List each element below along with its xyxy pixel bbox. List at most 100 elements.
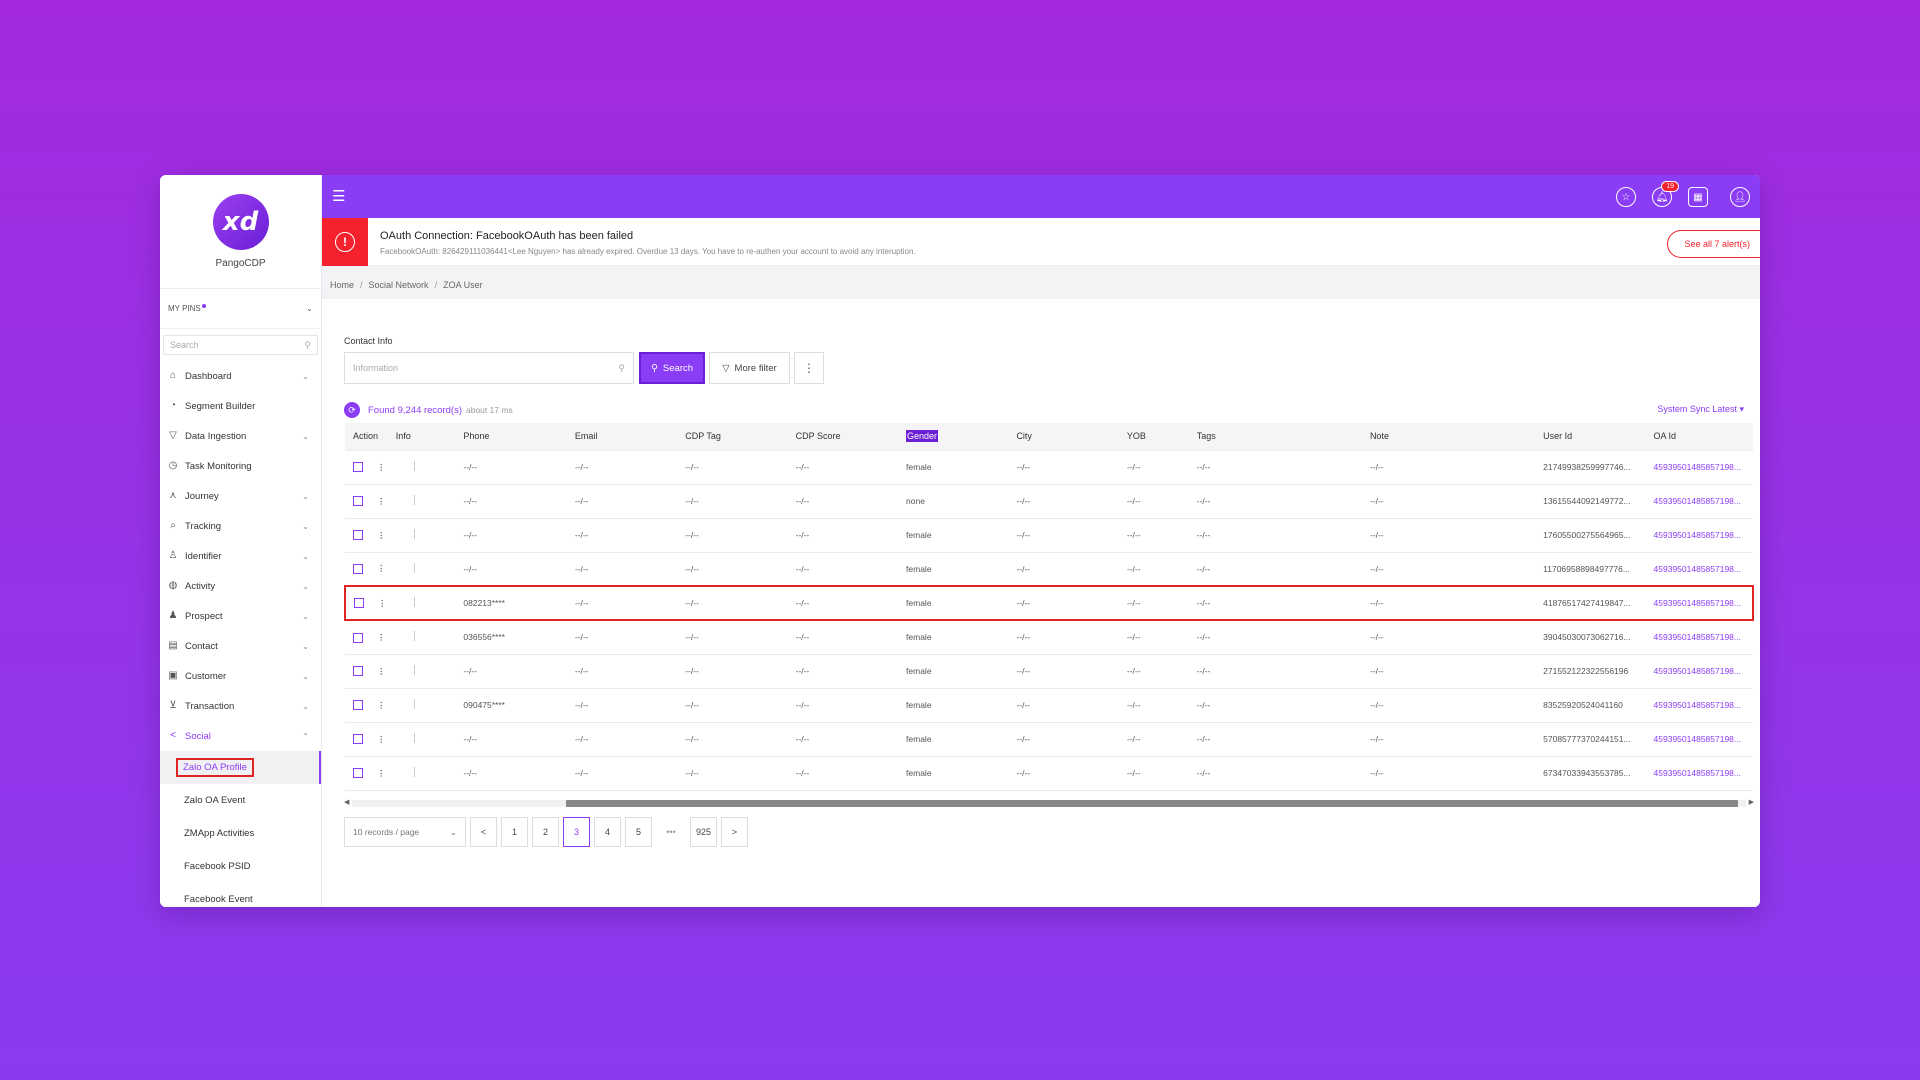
row-menu-icon[interactable]: ⋮ (377, 699, 386, 710)
scroll-right-icon[interactable]: ▶ (1748, 799, 1754, 806)
sidebar-subitem-zalo-oa-event[interactable]: Zalo OA Event (160, 784, 321, 817)
row-menu-icon[interactable]: ⋮ (377, 767, 386, 778)
sidebar-item-contact[interactable]: ▤ Contact ⌄ (160, 631, 321, 661)
sidebar-item-customer[interactable]: ▣ Customer ⌄ (160, 661, 321, 691)
open-detail-icon[interactable] (353, 530, 363, 541)
open-detail-icon[interactable] (354, 598, 364, 609)
page-button-4[interactable]: 4 (594, 817, 621, 847)
scroll-left-icon[interactable]: ◀ (344, 799, 350, 806)
row-menu-icon[interactable]: ⋮ (377, 665, 386, 676)
logo-area[interactable]: xd PangoCDP (160, 175, 321, 289)
column-header-yob[interactable]: YOB (1118, 423, 1189, 451)
table-row[interactable]: ⋮ 082213**** --/-- --/-- --/-- female --/-- --/… (344, 585, 1754, 621)
table-row[interactable]: ⋮ --/-- --/-- --/-- --/-- female --/-- --/-- --/… (345, 518, 1753, 553)
column-header-oa-id[interactable]: OA Id (1645, 423, 1753, 451)
sidebar-search-input[interactable]: Search ⚲ (163, 335, 318, 355)
information-search-input[interactable]: Information ⚲ (344, 352, 634, 384)
column-header-tags[interactable]: Tags (1188, 423, 1362, 451)
column-header-note[interactable]: Note (1361, 423, 1536, 451)
open-detail-icon[interactable] (353, 632, 363, 643)
row-menu-icon[interactable]: ⋮ (377, 495, 386, 506)
open-detail-icon[interactable] (353, 462, 363, 473)
breadcrumb-social-network[interactable]: Social Network (368, 280, 429, 290)
open-detail-icon[interactable] (353, 700, 363, 711)
table-row[interactable]: ⋮ 090475**** --/-- --/-- --/-- female --/-- --/… (345, 688, 1753, 723)
menu-toggle-icon[interactable]: ☰ (332, 188, 346, 205)
system-sync-dropdown[interactable]: System Sync Latest ▾ (1657, 404, 1744, 415)
sidebar-item-data-ingestion[interactable]: ▽ Data Ingestion ⌄ (160, 421, 321, 451)
page-button-5[interactable]: 5 (625, 817, 652, 847)
column-header-city[interactable]: City (1008, 423, 1119, 451)
bell-icon[interactable]: 🔔︎ 19 (1652, 181, 1679, 207)
table-row[interactable]: ⋮ 036556**** --/-- --/-- --/-- female --/-- --/… (345, 620, 1753, 655)
open-detail-icon[interactable] (353, 734, 363, 745)
sidebar-subitem-facebook-event[interactable]: Facebook Event (160, 883, 321, 907)
sidebar-item-segment-builder[interactable]: ◔ Segment Builder (160, 391, 321, 421)
row-menu-icon[interactable]: ⋮ (377, 733, 386, 744)
cell-oa-id[interactable]: 45939501485857198... (1645, 620, 1753, 655)
sidebar-item-identifier[interactable]: ♙ Identifier ⌄ (160, 541, 321, 571)
cell-oa-id[interactable]: 45939501485857198... (1645, 552, 1753, 587)
row-menu-icon[interactable]: ⋮ (377, 631, 386, 642)
sidebar-item-tracking[interactable]: ⌕ Tracking ⌄ (160, 511, 321, 541)
see-all-alerts-button[interactable]: See all 7 alert(s) (1667, 230, 1760, 258)
row-menu-icon[interactable]: ⋮ (377, 563, 386, 574)
page-size-select[interactable]: 10 records / page ⌄ (344, 817, 466, 847)
sidebar-item-journey[interactable]: ⋏ Journey ⌄ (160, 481, 321, 511)
column-header-user-id[interactable]: User Id (1535, 423, 1646, 451)
search-button[interactable]: ⚲ Search (639, 352, 705, 384)
open-detail-icon[interactable] (353, 768, 363, 779)
cell-oa-id[interactable]: 45939501485857198... (1645, 450, 1753, 485)
column-header-gender[interactable]: Gender (898, 423, 1009, 451)
cell-oa-id[interactable]: 45939501485857198... (1645, 518, 1753, 553)
cell-oa-id[interactable]: 45939501485857198... (1645, 484, 1753, 519)
breadcrumb-home[interactable]: Home (330, 280, 355, 290)
table-row[interactable]: ⋮ --/-- --/-- --/-- --/-- female --/-- --/-- --/… (345, 756, 1753, 791)
row-menu-icon[interactable]: ⋮ (377, 529, 386, 540)
sidebar-item-task-monitoring[interactable]: ◷ Task Monitoring (160, 451, 321, 481)
cell-oa-id[interactable]: 45939501485857198... (1645, 654, 1753, 689)
column-header-cdp-score[interactable]: CDP Score (787, 423, 899, 451)
horizontal-scrollbar[interactable]: ◀ ▶ (344, 798, 1754, 808)
open-detail-icon[interactable] (353, 666, 363, 677)
open-detail-icon[interactable] (353, 496, 363, 507)
cell-oa-id[interactable]: 45939501485857198... (1645, 756, 1753, 791)
sidebar-subitem-facebook-psid[interactable]: Facebook PSID (160, 850, 321, 883)
cell-oa-id[interactable]: 45939501485857198... (1645, 585, 1754, 621)
row-menu-icon[interactable]: ⋮ (377, 461, 386, 472)
sidebar-subitem-zmapp-activities[interactable]: ZMApp Activities (160, 817, 321, 850)
table-row[interactable]: ⋮ --/-- --/-- --/-- --/-- female --/-- --/-- --/… (345, 722, 1753, 757)
table-row[interactable]: ⋮ --/-- --/-- --/-- --/-- female --/-- --/-- --/… (345, 654, 1753, 689)
refresh-icon[interactable]: ⟳ (344, 402, 360, 418)
last-page-button[interactable]: 925 (690, 817, 717, 847)
prev-page-button[interactable]: < (470, 817, 497, 847)
page-button-1[interactable]: 1 (501, 817, 528, 847)
column-header-info[interactable]: Info (396, 423, 456, 451)
table-row[interactable]: ⋮ --/-- --/-- --/-- --/-- female --/-- --/-- --/… (345, 450, 1753, 485)
sidebar-item-transaction[interactable]: ⊻ Transaction ⌄ (160, 691, 321, 721)
open-detail-icon[interactable] (353, 564, 363, 574)
my-pins-toggle[interactable]: MY PINS ⌄ (160, 289, 321, 329)
more-filter-button[interactable]: ▽ More filter (709, 352, 790, 384)
sidebar-subitem-zalo-oa-profile[interactable]: Zalo OA Profile (160, 751, 321, 784)
cell-oa-id[interactable]: 45939501485857198... (1645, 688, 1753, 723)
page-button-3[interactable]: 3 (563, 817, 590, 847)
apps-grid-icon[interactable]: ▦ (1688, 187, 1708, 207)
column-header-phone[interactable]: Phone (455, 423, 567, 451)
column-header-action[interactable]: Action (345, 423, 406, 451)
cell-oa-id[interactable]: 45939501485857198... (1645, 722, 1753, 757)
sidebar-item-activity[interactable]: ◍ Activity ⌄ (160, 571, 321, 601)
table-row[interactable]: ⋮ --/-- --/-- --/-- --/-- none --/-- --/-- --/--… (345, 484, 1753, 519)
column-header-cdp-tag[interactable]: CDP Tag (677, 423, 788, 451)
user-profile-icon[interactable]: 👤︎ (1730, 187, 1750, 207)
favorites-icon[interactable]: ☆ (1616, 187, 1636, 207)
sidebar-item-social[interactable]: < Social ⌃ (160, 721, 321, 751)
sidebar-item-prospect[interactable]: ♟ Prospect ⌄ (160, 601, 321, 631)
sidebar-item-dashboard[interactable]: ⌂ Dashboard ⌄ (160, 361, 321, 391)
next-page-button[interactable]: > (721, 817, 748, 847)
pagination-ellipsis[interactable]: ••• (666, 827, 676, 837)
more-options-button[interactable]: ⋮ (794, 352, 824, 384)
column-header-email[interactable]: Email (566, 423, 678, 451)
scrollbar-thumb[interactable] (566, 800, 1738, 807)
table-row[interactable]: ⋮ --/-- --/-- --/-- --/-- female --/-- --/-- --/… (345, 552, 1753, 587)
